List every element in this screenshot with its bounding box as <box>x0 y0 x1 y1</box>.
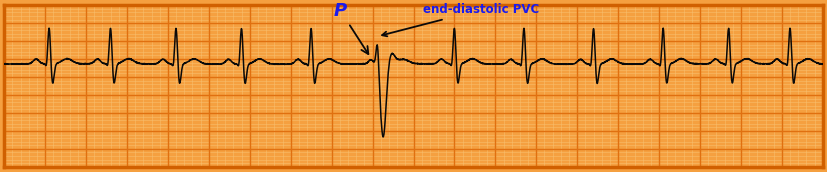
Text: end-diastolic PVC: end-diastolic PVC <box>382 3 538 36</box>
Text: P: P <box>334 2 368 54</box>
